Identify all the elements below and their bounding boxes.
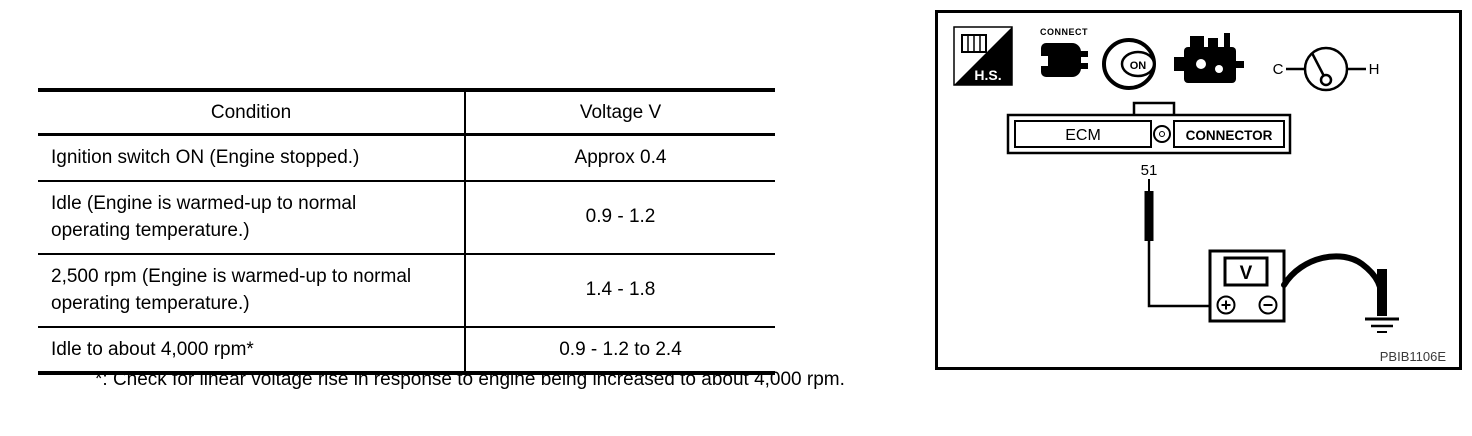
ecm-label: ECM <box>1065 127 1101 144</box>
table-header-voltage: Voltage V <box>465 90 775 136</box>
pin-number-label: 51 <box>1141 162 1158 179</box>
hs-icon: H.S. <box>953 26 1013 86</box>
temperature-gauge-icon: C H <box>1273 46 1380 92</box>
ignition-on-icon: ON <box>1102 38 1156 90</box>
ground-icon <box>1365 317 1399 333</box>
connector-label: CONNECTOR <box>1186 128 1273 143</box>
gauge-cold-label: C <box>1273 61 1284 78</box>
hs-label: H.S. <box>974 67 1001 83</box>
gauge-hot-label: H <box>1369 61 1380 78</box>
table-row: 2,500 rpm (Engine is warmed-up to normal… <box>38 252 775 327</box>
condition-cell: Idle to about 4,000 rpm* <box>38 325 466 374</box>
condition-cell: Ignition switch ON (Engine stopped.) <box>38 133 466 181</box>
ignition-on-label: ON <box>1130 60 1147 72</box>
ground-cable <box>1281 253 1399 333</box>
voltage-cell: 0.9 - 1.2 to 2.4 <box>465 325 775 374</box>
table-row: Ignition switch ON (Engine stopped.) App… <box>38 133 775 181</box>
plus-terminal-icon <box>1216 295 1236 315</box>
voltage-cell: 1.4 - 1.8 <box>465 252 775 327</box>
ecm-connector: ECM CONNECTOR <box>1006 101 1292 155</box>
voltage-cell: 0.9 - 1.2 <box>465 179 775 254</box>
probe-wire <box>1144 179 1217 308</box>
ground-probe <box>1377 269 1387 316</box>
minus-terminal-icon <box>1258 295 1278 315</box>
voltage-table: Condition Voltage V Ignition switch ON (… <box>38 88 775 376</box>
table-row: Idle (Engine is warmed-up to normal oper… <box>38 179 775 254</box>
connect-label: CONNECT <box>1040 27 1088 37</box>
engine-icon <box>1174 33 1244 83</box>
terminal-hole-icon <box>1153 125 1171 143</box>
connect-icon: CONNECT <box>1040 27 1088 77</box>
condition-cell: Idle (Engine is warmed-up to normal oper… <box>38 179 466 254</box>
voltmeter-label: V <box>1240 263 1253 284</box>
condition-cell: 2,500 rpm (Engine is warmed-up to normal… <box>38 252 466 327</box>
voltage-cell: Approx 0.4 <box>465 133 775 181</box>
condition-voltage-table: Condition Voltage V Ignition switch ON (… <box>38 88 775 376</box>
table-footnote: *: Check for linear voltage rise in resp… <box>95 369 845 390</box>
table-header-condition: Condition <box>38 90 466 136</box>
figure-id: PBIB1106E <box>1380 349 1447 364</box>
table-row: Idle to about 4,000 rpm* 0.9 - 1.2 to 2.… <box>38 325 775 374</box>
voltmeter-display <box>1223 256 1269 287</box>
test-diagram: H.S. CONNECT ON <box>935 10 1462 370</box>
table-header-row: Condition Voltage V <box>38 90 775 136</box>
hand-tool-glyph <box>961 34 987 53</box>
connector-shape <box>1041 43 1081 77</box>
voltmeter: V <box>1208 249 1286 323</box>
